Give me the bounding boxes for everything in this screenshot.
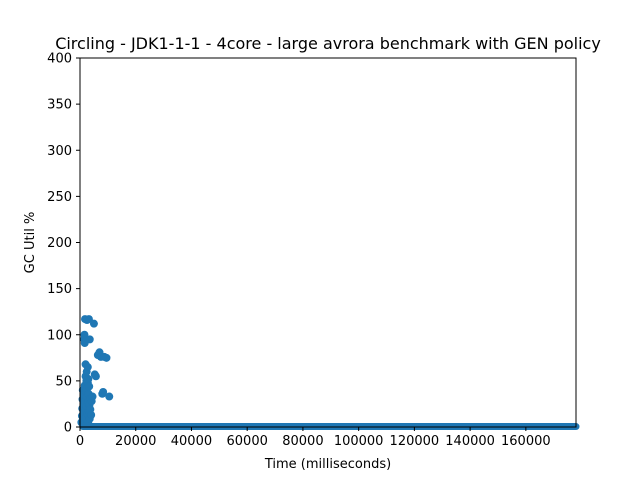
x-tick-label: 100000 [334, 434, 384, 449]
y-tick-label: 350 [47, 98, 72, 113]
y-tick-label: 400 [47, 52, 72, 67]
y-tick-label: 250 [47, 190, 72, 205]
data-point [88, 392, 97, 401]
data-point [89, 319, 98, 328]
x-axis-label: Time (milliseconds) [264, 457, 391, 472]
y-axis-label: GC Util % [23, 212, 38, 274]
plot-frame [79, 57, 577, 428]
x-axis: 0 20000 40000 60000 80000 100000 120000 140000 1… [76, 427, 551, 449]
chart-title: Circling - JDK1-1-1 - 4core - large avro… [55, 34, 601, 53]
y-tick-label: 300 [47, 144, 72, 159]
x-tick-label: 60000 [227, 434, 268, 449]
y-tick-label: 200 [47, 236, 72, 251]
x-tick-label: 80000 [282, 434, 323, 449]
data-point [102, 353, 111, 362]
data-point [99, 387, 108, 396]
data-point [87, 411, 96, 420]
data-points [77, 315, 580, 431]
data-point [80, 330, 89, 339]
x-tick-label: 0 [76, 434, 84, 449]
x-tick-label: 40000 [171, 434, 212, 449]
y-axis: 0 50 100 150 200 250 300 350 400 [47, 52, 80, 436]
data-point [85, 335, 94, 344]
data-point [84, 375, 93, 384]
y-tick-label: 50 [55, 374, 72, 389]
data-point [85, 382, 94, 391]
x-tick-label: 140000 [445, 434, 495, 449]
y-tick-label: 150 [47, 282, 72, 297]
x-tick-label: 160000 [501, 434, 551, 449]
data-point [105, 392, 114, 401]
x-tick-label: 120000 [390, 434, 440, 449]
x-tick-label: 20000 [115, 434, 156, 449]
data-point [91, 372, 100, 381]
y-tick-label: 100 [47, 328, 72, 343]
y-tick-label: 0 [64, 421, 72, 436]
data-point [83, 363, 92, 372]
